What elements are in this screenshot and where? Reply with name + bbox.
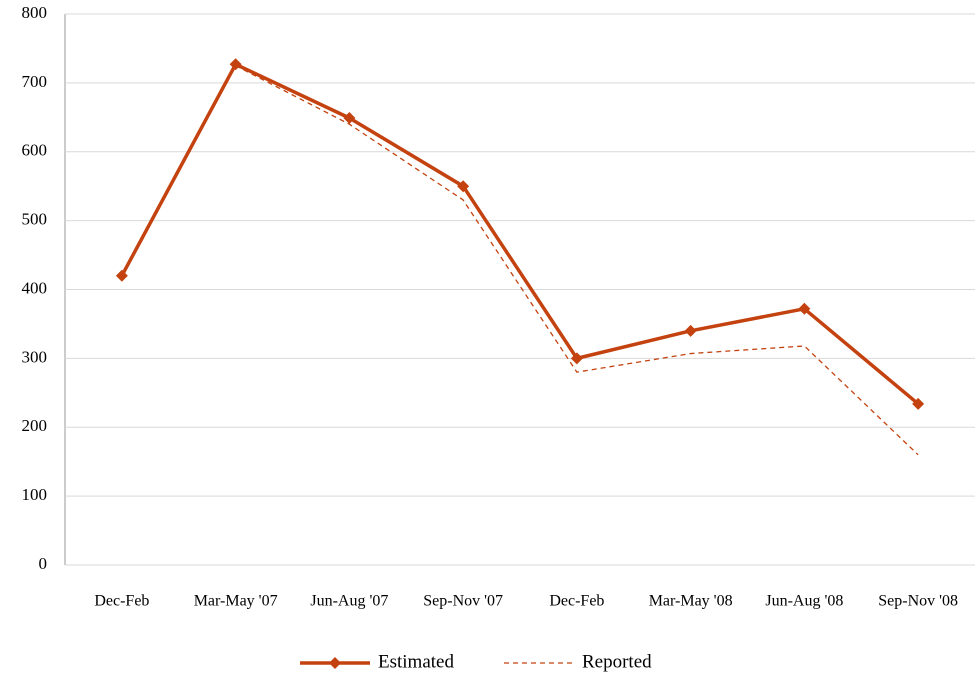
- x-tick-label: Dec-Feb: [94, 593, 149, 610]
- y-tick-label: 400: [22, 278, 48, 297]
- x-tick-label: Jun-Aug '08: [765, 593, 843, 610]
- legend-marker: [329, 657, 341, 669]
- marker: [115, 269, 128, 282]
- y-tick-label: 0: [39, 554, 48, 573]
- x-tick-label: Dec-Feb: [549, 593, 604, 610]
- y-tick-label: 300: [22, 347, 48, 366]
- y-tick-label: 800: [22, 3, 48, 22]
- x-tick-label: Mar-May '07: [194, 593, 278, 610]
- dashed-line: [235, 65, 919, 456]
- marker: [343, 112, 356, 125]
- marker: [798, 302, 811, 315]
- line: [120, 62, 920, 406]
- marker: [570, 352, 583, 365]
- x-tick-label: Sep-Nov '07: [423, 593, 503, 610]
- y-tick-label: 700: [22, 72, 48, 91]
- marker: [912, 397, 925, 410]
- x-tick-label: Jun-Aug '07: [310, 593, 388, 610]
- marker: [684, 324, 697, 337]
- x-tick-label: Sep-Nov '08: [878, 593, 958, 610]
- y-tick-label: 100: [22, 485, 48, 504]
- legend-label: Estimated: [378, 651, 454, 672]
- x-tick-label: Mar-May '08: [649, 593, 733, 610]
- marker: [457, 180, 470, 193]
- y-tick-label: 500: [22, 210, 48, 229]
- legend-label: Reported: [582, 651, 652, 672]
- y-tick-label: 600: [22, 141, 48, 160]
- y-tick-label: 200: [22, 416, 48, 435]
